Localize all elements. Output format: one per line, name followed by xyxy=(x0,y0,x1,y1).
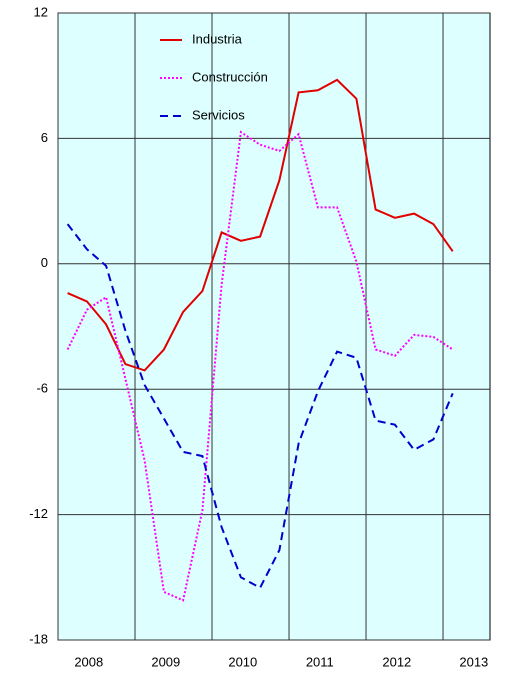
x-tick-label: 2011 xyxy=(306,654,334,669)
x-tick-label: 2012 xyxy=(382,654,411,669)
series-line xyxy=(66,223,454,590)
y-tick-label: -6 xyxy=(36,381,48,396)
plot-area xyxy=(57,12,491,641)
y-tick-label: 12 xyxy=(34,4,48,19)
y-tick-label: 6 xyxy=(41,130,48,145)
x-tick-label: 2009 xyxy=(151,654,180,669)
series-line xyxy=(67,78,454,372)
x-tick-label: 2013 xyxy=(459,654,488,669)
series-line xyxy=(66,130,454,602)
x-tick-label: 2008 xyxy=(74,654,103,669)
legend-label: Servicios xyxy=(192,107,245,122)
x-tick-label: 2010 xyxy=(228,654,257,669)
legend-label: Construcción xyxy=(192,69,268,84)
y-tick-label: 0 xyxy=(41,255,48,270)
y-tick-label: -12 xyxy=(29,506,48,521)
y-tick-label: -18 xyxy=(29,631,48,646)
legend-label: Industria xyxy=(192,31,243,46)
